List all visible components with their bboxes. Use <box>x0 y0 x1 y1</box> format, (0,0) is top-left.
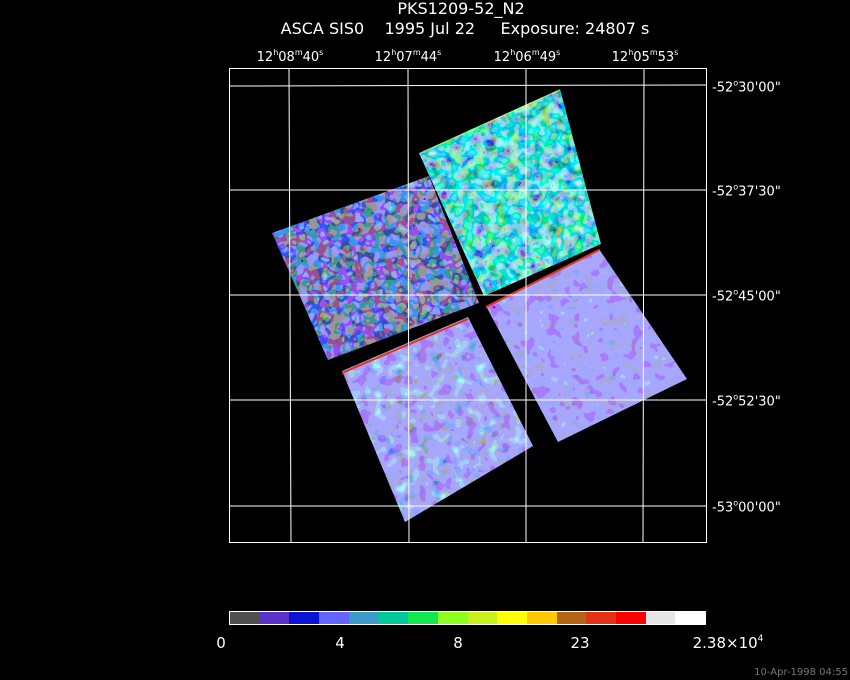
ra-tick-label: 12h05m53s <box>611 48 679 65</box>
colorbar-swatch <box>586 612 616 624</box>
dec-tick-label: -52o37'30" <box>712 182 781 200</box>
dec-tick-label: -53o00'00" <box>712 498 781 516</box>
image-title: PKS1209-52_N2 <box>397 0 525 18</box>
colorbar-swatch <box>259 612 290 624</box>
grid-line <box>642 69 645 542</box>
coordinate-grid <box>230 69 706 542</box>
colorbar-swatch <box>230 612 260 624</box>
chip-edge-artifact <box>418 89 561 155</box>
image-subtitle: ASCA SIS0 1995 Jul 22 Exposure: 24807 s <box>280 19 650 38</box>
colorbar-swatch <box>556 612 587 624</box>
colorbar-label: 8 <box>453 634 463 652</box>
colorbar-swatch <box>348 612 379 624</box>
colorbar-swatch <box>645 612 676 624</box>
colorbar-swatch <box>437 612 468 624</box>
colorbar-max-label: 2.38×104 <box>692 634 764 652</box>
chip-edge-artifact <box>485 249 600 308</box>
dec-tick-label: -52o45'00" <box>712 287 781 305</box>
grid-line <box>407 69 410 542</box>
grid-line <box>288 69 292 542</box>
colorbar-swatch <box>526 612 557 624</box>
color-scale-bar <box>229 611 706 625</box>
ra-tick-label: 12h06m49s <box>493 48 561 65</box>
colorbar-swatch <box>378 612 409 624</box>
chip-edge-artifact <box>341 318 469 374</box>
colorbar-swatch <box>408 612 438 624</box>
xray-image-frame <box>229 68 707 543</box>
colorbar-swatch <box>675 612 705 624</box>
ra-tick-label: 12h08m40s <box>256 48 324 65</box>
grid-line <box>230 84 706 87</box>
colorbar-swatch <box>615 612 646 624</box>
xray-image <box>230 69 706 542</box>
dec-tick-label: -52o52'30" <box>712 392 781 410</box>
timestamp: 10-Apr-1998 04:55 <box>754 667 848 678</box>
colorbar-label: 4 <box>335 634 345 652</box>
dec-tick-label: -52o30'00" <box>712 78 781 96</box>
colorbar-swatch <box>497 612 527 624</box>
colorbar-label: 23 <box>570 634 590 652</box>
colorbar-label: 0 <box>216 634 226 652</box>
colorbar-swatch <box>289 612 320 624</box>
colorbar-swatch <box>467 612 498 624</box>
colorbar-swatch <box>319 612 349 624</box>
ra-tick-label: 12h07m44s <box>374 48 442 65</box>
